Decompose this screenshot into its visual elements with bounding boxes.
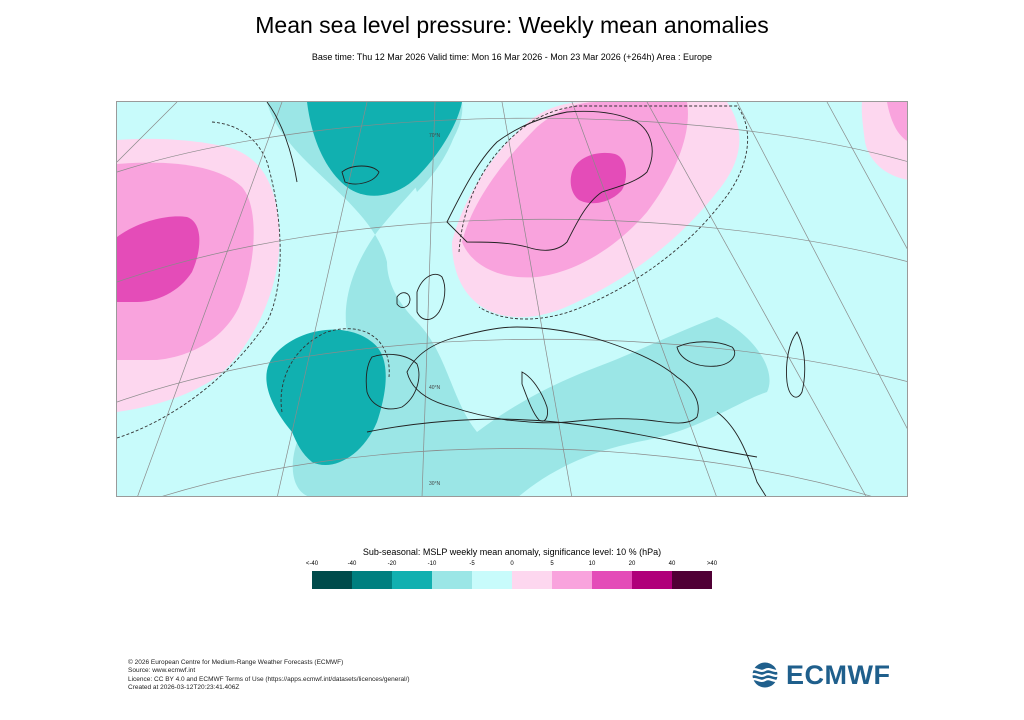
legend-swatch	[392, 571, 432, 589]
legend-tick-label: >40	[706, 561, 718, 567]
legend-ticks: <-40 -40 -20 -10 -5 0 5 10 20 40 >40	[0, 561, 1024, 571]
legend-swatch	[512, 571, 552, 589]
footer-licence: Licence: CC BY 4.0 and ECMWF Terms of Us…	[128, 675, 410, 683]
footer-created: Created at 2026-03-12T20:23:41.406Z	[128, 683, 240, 691]
map-canvas: 70°N 40°N 30°N	[117, 102, 907, 496]
chart-title: Mean sea level pressure: Weekly mean ano…	[255, 12, 769, 38]
ecmwf-logo-text: ECMWF	[786, 659, 891, 690]
anomaly-area-minus20-greenland	[307, 102, 462, 196]
legend-colorbar	[312, 571, 712, 589]
legend-swatch	[632, 571, 672, 589]
legend-tick-label: 0	[510, 561, 514, 567]
significance-contour-west	[117, 121, 281, 439]
latitude-labels: 70°N 40°N 30°N	[429, 133, 441, 487]
footer-source: Source: www.ecmwf.int	[128, 667, 196, 675]
anomaly-area-plus10-northeast	[887, 102, 907, 141]
anomaly-map: 70°N 40°N 30°N	[116, 101, 908, 497]
legend-swatch	[472, 571, 512, 589]
legend-tick-label: -10	[427, 561, 437, 567]
legend-swatch	[432, 571, 472, 589]
legend-tick-label: 20	[628, 561, 636, 567]
anomaly-area-minus20-atlantic	[266, 329, 386, 466]
lat-label-40n: 40°N	[429, 385, 441, 391]
legend-tick-label: 5	[550, 561, 554, 567]
anomaly-area-plus20-north	[570, 152, 627, 204]
footer-credits: © 2026 European Centre for Medium-Range …	[128, 659, 410, 692]
anomaly-area-minus5	[267, 102, 770, 496]
legend-title: Sub-seasonal: MSLP weekly mean anomaly, …	[362, 547, 662, 557]
legend-swatch	[352, 571, 392, 589]
coastlines	[266, 102, 806, 496]
graticule	[117, 102, 907, 496]
legend-tick-label: <-40	[305, 561, 319, 567]
legend-tick-label: 10	[588, 561, 596, 567]
anomaly-area-plus20-west	[117, 216, 200, 302]
legend-tick-label: -40	[347, 561, 357, 567]
ecmwf-logo: ECMWF	[748, 660, 890, 690]
ecmwf-logo-icon	[750, 662, 780, 688]
legend-tick-label: 40	[668, 561, 676, 567]
legend-tick-label: -5	[469, 561, 475, 567]
legend-swatch	[312, 571, 352, 589]
lat-label-70n: 70°N	[429, 133, 441, 139]
legend-swatch	[672, 571, 712, 589]
significance-contour-north	[458, 105, 749, 320]
chart-subtitle: Base time: Thu 12 Mar 2026 Valid time: M…	[311, 52, 713, 62]
legend-swatch	[552, 571, 592, 589]
legend-tick-label: -20	[387, 561, 397, 567]
lat-label-30n: 30°N	[429, 481, 441, 487]
footer-copyright: © 2026 European Centre for Medium-Range …	[128, 659, 344, 666]
legend-swatch	[592, 571, 632, 589]
